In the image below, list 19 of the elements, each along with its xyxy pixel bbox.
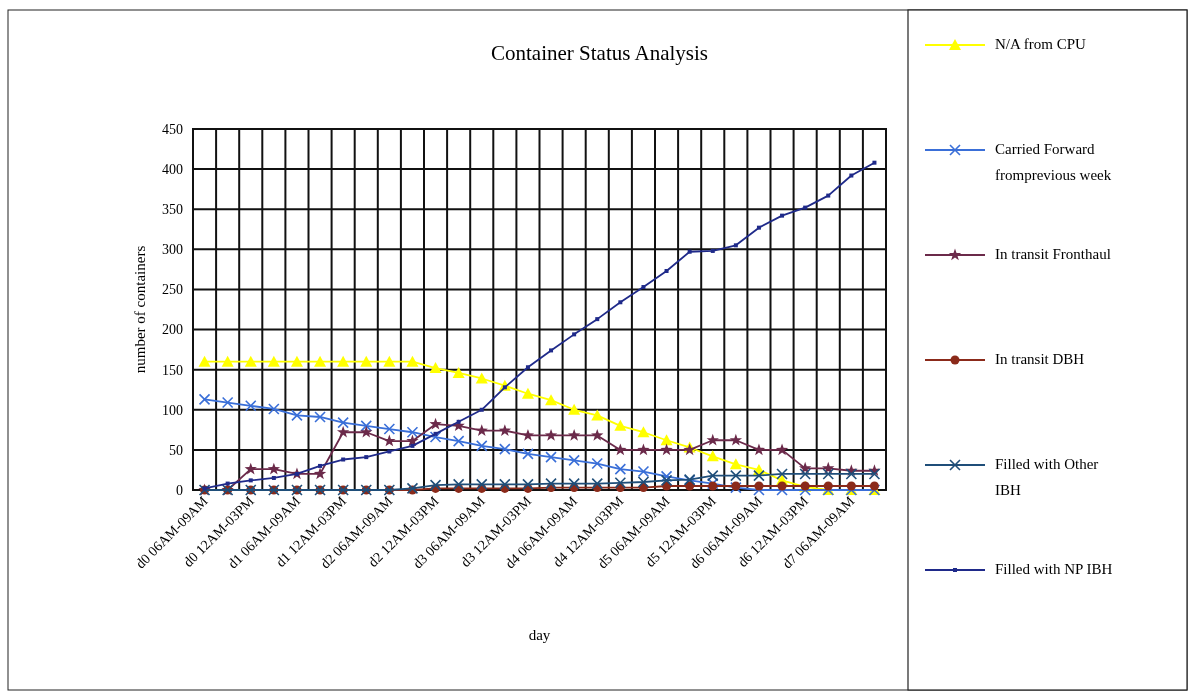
- x-axis-title: day: [528, 627, 551, 643]
- chart-title: Container Status Analysis: [491, 41, 708, 65]
- y-tick-label: 0: [176, 482, 183, 498]
- y-tick-label: 250: [162, 282, 183, 298]
- y-tick-label: 450: [162, 121, 183, 137]
- legend-label: Filled with Other IBH: [995, 456, 1099, 498]
- y-axis-title: number of containers: [132, 245, 148, 374]
- y-tick-label: 50: [169, 442, 183, 458]
- legend-label: N/A from CPU: [995, 36, 1087, 52]
- y-tick-label: 150: [162, 362, 183, 378]
- y-tick-label: 200: [162, 322, 183, 338]
- legend-label: In transit Fronthaul: [995, 246, 1111, 262]
- y-tick-label: 350: [162, 202, 183, 218]
- y-tick-label: 100: [162, 402, 183, 418]
- legend-label: Carried Forward fromprevious week: [995, 141, 1112, 183]
- y-tick-label: 300: [162, 242, 183, 258]
- legend-label: Filled with NP IBH: [995, 561, 1113, 577]
- legend-label: In transit DBH: [995, 351, 1085, 367]
- y-tick-label: 400: [162, 162, 183, 178]
